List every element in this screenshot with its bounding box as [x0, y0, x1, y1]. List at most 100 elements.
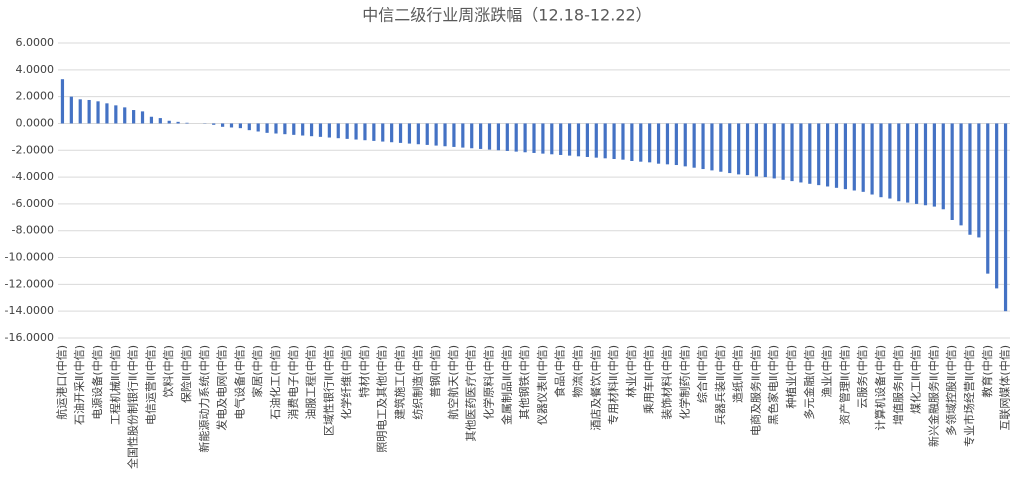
x-tick-label: 教育(中信) — [980, 345, 994, 398]
x-tick-label: 照明电工及其他(中信) — [376, 345, 389, 453]
bar — [763, 123, 767, 178]
x-tick-label: 多元金融(中信) — [802, 345, 816, 420]
y-tick-label: -10.0000 — [5, 251, 54, 264]
bar — [229, 123, 234, 128]
bar — [737, 123, 741, 175]
bar — [701, 123, 705, 170]
bar — [728, 123, 732, 174]
bar — [977, 123, 981, 238]
bar — [301, 123, 305, 136]
bar — [932, 123, 936, 207]
bar — [879, 123, 883, 198]
x-tick-label: 种植业(中信) — [784, 345, 798, 409]
x-tick-label: 区域性银行Ⅱ(中信) — [321, 345, 335, 436]
bar — [292, 123, 296, 135]
bar — [852, 123, 856, 191]
bar — [781, 123, 785, 180]
bar — [745, 123, 750, 176]
x-tick-label: 林业(中信) — [624, 345, 638, 398]
bar — [541, 123, 545, 154]
bar — [790, 123, 794, 182]
y-tick-label: 6.0000 — [16, 36, 55, 49]
bar — [968, 123, 972, 235]
x-tick-label: 装饰材料(中信) — [659, 345, 673, 420]
bar — [452, 123, 456, 147]
x-tick-label: 建筑施工(中信) — [393, 345, 407, 420]
x-tick-label: 计算机设备(中信) — [873, 345, 887, 431]
x-tick-label: 全国性股份制银行Ⅱ(中信) — [126, 345, 140, 469]
x-tick-label: 专业市场经营Ⅱ(中信) — [962, 345, 976, 447]
bar — [941, 123, 945, 210]
chart-title: 中信二级行业周涨跌幅（12.18-12.22） — [362, 6, 651, 25]
y-tick-label: -4.0000 — [12, 170, 54, 183]
x-tick-label: 煤化工Ⅱ(中信) — [909, 345, 923, 414]
bar — [959, 123, 963, 226]
y-tick-label: -6.0000 — [12, 197, 54, 210]
x-tick-label: 纺织制造(中信) — [410, 345, 424, 420]
x-tick-label: 化学原料(中信) — [482, 345, 496, 420]
bar — [318, 123, 323, 137]
bar — [514, 123, 518, 152]
x-tick-label: 酒店及餐饮(中信) — [588, 345, 602, 431]
bar — [496, 123, 501, 151]
bar — [220, 123, 225, 127]
x-tick-label: 互联网媒体(中信) — [998, 345, 1012, 431]
bar — [950, 123, 954, 220]
bar — [843, 123, 848, 190]
x-tick-label: 化学纤维(中信) — [339, 345, 353, 420]
x-tick-label: 电信运营Ⅱ(中信) — [143, 345, 157, 425]
bar — [158, 118, 162, 124]
bar — [1003, 123, 1008, 312]
bar — [906, 123, 910, 203]
bar — [96, 101, 100, 124]
bar — [621, 123, 625, 160]
x-tick-label: 食品(中信) — [553, 345, 567, 398]
bar — [754, 123, 759, 177]
x-tick-label: 增值服务Ⅱ(中信) — [891, 345, 905, 425]
x-tick-label: 油服工程(中信) — [304, 345, 318, 420]
y-tick-label: -14.0000 — [5, 304, 54, 317]
bar — [461, 123, 465, 148]
bar — [354, 123, 358, 140]
bar — [398, 123, 403, 143]
bar — [505, 123, 509, 151]
bar — [114, 105, 118, 124]
x-tick-label: 兵器兵装Ⅱ(中信) — [714, 345, 727, 425]
x-tick-label: 保险Ⅱ(中信) — [179, 345, 193, 403]
y-tick-label: -8.0000 — [12, 224, 54, 237]
bar — [283, 123, 287, 135]
x-tick-label: 电商及服务Ⅱ(中信) — [748, 345, 762, 436]
bar — [238, 123, 242, 129]
y-tick-label: 2.0000 — [16, 90, 55, 103]
x-tick-label: 化学制药(中信) — [677, 345, 691, 420]
bar — [274, 123, 278, 134]
x-tick-label: 其他医药医疗(中信) — [464, 345, 478, 442]
bar — [407, 123, 412, 144]
bar — [327, 123, 331, 138]
x-tick-label: 金属制品Ⅱ(中信) — [499, 345, 513, 425]
bar — [612, 123, 616, 159]
bar — [132, 110, 136, 124]
bar — [923, 123, 928, 206]
x-tick-label: 电源设备(中信) — [90, 345, 104, 420]
x-tick-label: 新能源动力系统(中信) — [197, 345, 211, 453]
bar — [123, 107, 127, 124]
bar — [594, 123, 598, 158]
bar — [639, 123, 643, 162]
y-tick-label: -12.0000 — [5, 277, 54, 290]
bar — [559, 123, 563, 155]
y-tick-label: -16.0000 — [5, 331, 54, 344]
bar — [772, 123, 776, 179]
x-tick-label: 渔业(中信) — [821, 345, 834, 398]
x-tick-label: 饮料(中信) — [161, 345, 175, 398]
x-tick-label: 普钢(中信) — [428, 345, 442, 398]
bar — [425, 123, 429, 145]
bar — [665, 123, 670, 165]
bar — [817, 123, 821, 186]
x-tick-label: 特材(中信) — [357, 345, 371, 398]
bar — [603, 123, 607, 159]
bar — [470, 123, 474, 149]
bar — [381, 123, 385, 142]
bar — [185, 122, 189, 124]
